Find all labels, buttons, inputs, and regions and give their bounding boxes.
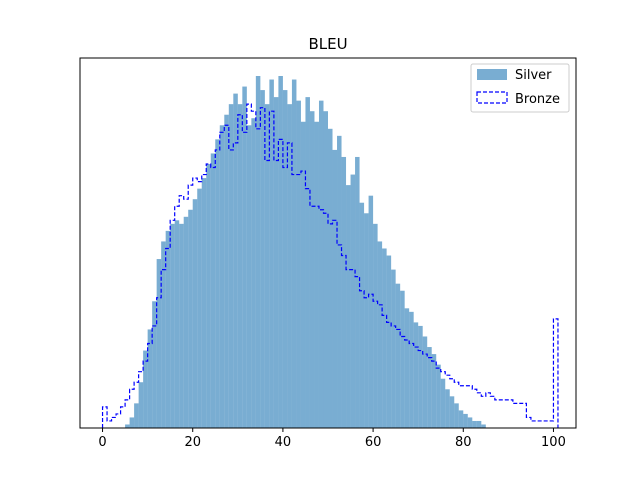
silver-bar	[418, 325, 423, 428]
silver-bar	[386, 255, 392, 428]
x-tick-label: 80	[455, 435, 472, 450]
silver-bar	[278, 76, 283, 428]
silver-bar	[237, 104, 243, 428]
silver-bar	[323, 111, 328, 428]
silver-bar	[251, 118, 256, 429]
silver-bar	[165, 230, 171, 428]
silver-bar	[183, 216, 189, 428]
silver-bar	[215, 139, 220, 429]
silver-bar	[129, 417, 135, 428]
silver-bar	[296, 100, 301, 428]
silver-bar	[152, 301, 157, 428]
silver-bar	[449, 396, 455, 428]
silver-bar	[233, 93, 238, 428]
silver-bar	[210, 153, 216, 428]
silver-bar	[228, 104, 234, 428]
silver-bar	[264, 104, 270, 428]
bronze-step-line	[101, 103, 559, 428]
silver-bar	[395, 283, 401, 428]
x-tick-label: 100	[541, 435, 566, 450]
silver-bar	[206, 164, 211, 428]
silver-bar	[337, 135, 342, 428]
silver-bar	[382, 248, 387, 428]
legend-bronze-swatch	[476, 91, 508, 104]
silver-bar	[467, 417, 473, 428]
silver-bar	[242, 86, 247, 428]
silver-bar	[355, 156, 360, 428]
silver-bar	[332, 149, 338, 429]
legend-bronze-label: Bronze	[515, 92, 560, 107]
silver-bar	[463, 413, 468, 428]
silver-bar	[350, 174, 356, 428]
silver-bar	[147, 329, 153, 428]
silver-bar	[309, 111, 315, 428]
silver-bar	[404, 308, 410, 428]
silver-bar	[134, 403, 139, 428]
silver-bar	[391, 269, 396, 428]
silver-bar	[300, 121, 306, 428]
silver-bar	[179, 223, 184, 428]
silver-bar	[400, 290, 405, 428]
silver-bar	[318, 100, 324, 428]
silver-bar	[188, 209, 193, 428]
silver-bar	[481, 424, 486, 428]
silver-bar	[377, 241, 383, 428]
silver-bar	[273, 97, 279, 429]
silver-bar	[472, 420, 477, 428]
silver-bar	[143, 350, 148, 428]
x-tick-label: 40	[275, 435, 292, 450]
legend-silver-label: Silver	[515, 68, 552, 83]
silver-bar	[440, 378, 446, 428]
silver-bar	[161, 241, 166, 428]
silver-bar	[269, 79, 274, 429]
silver-bar	[373, 223, 378, 428]
silver-bar	[314, 121, 319, 428]
silver-bar	[341, 156, 347, 428]
silver-bar	[476, 420, 482, 428]
silver-bar	[431, 354, 437, 428]
silver-bar	[201, 178, 207, 428]
silver-bar	[445, 389, 450, 428]
silver-bar	[246, 125, 252, 428]
silver-bar	[291, 79, 297, 429]
silver-bar	[305, 97, 310, 429]
silver-bar	[255, 76, 261, 428]
silver-bar	[224, 114, 229, 428]
plot-frame	[79, 57, 577, 429]
silver-bar	[454, 403, 459, 428]
silver-bar	[409, 311, 414, 428]
silver-bar	[170, 223, 175, 428]
legend-silver-swatch	[477, 69, 507, 80]
silver-bar	[282, 90, 288, 428]
silver-bar	[427, 347, 432, 428]
silver-bar	[346, 185, 351, 428]
silver-bar	[174, 220, 180, 428]
x-tick-label: 20	[184, 435, 201, 450]
x-tick-label: 60	[365, 435, 382, 450]
silver-bar	[458, 410, 464, 428]
silver-bar	[197, 188, 202, 428]
chart-title: BLEU	[308, 35, 347, 53]
silver-bar	[413, 322, 419, 428]
silver-bar	[138, 382, 144, 428]
silver-bar	[436, 364, 441, 428]
silver-bar	[260, 90, 265, 428]
silver-bar	[364, 213, 369, 428]
silver-bar	[287, 104, 292, 428]
silver-bar	[156, 259, 162, 428]
silver-bar	[328, 128, 333, 429]
x-tick-label: 0	[98, 435, 106, 450]
silver-bar	[422, 336, 428, 428]
silver-bar	[359, 202, 365, 428]
silver-bar	[125, 424, 130, 428]
silver-bar	[219, 125, 225, 428]
x-axis: 0 20 40 60 80 100	[98, 428, 566, 450]
legend: Silver Bronze	[470, 63, 570, 113]
silver-bar	[368, 195, 374, 428]
silver-bar	[192, 199, 198, 428]
silver-bars	[125, 76, 486, 429]
